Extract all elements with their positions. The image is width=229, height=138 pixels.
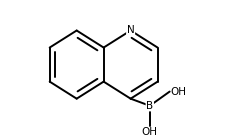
Text: OH: OH [141,127,157,137]
Text: N: N [126,25,134,35]
Text: OH: OH [170,87,185,97]
Text: B: B [146,101,153,111]
